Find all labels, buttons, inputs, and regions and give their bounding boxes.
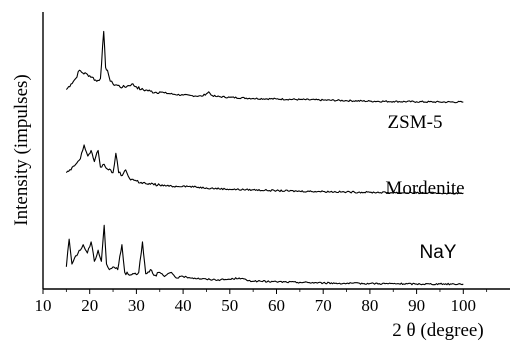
x-tick-label: 100	[451, 296, 477, 315]
x-tick-label: 70	[315, 296, 332, 315]
x-tick-label: 50	[221, 296, 238, 315]
x-tick-label: 30	[128, 296, 145, 315]
x-tick-label: 10	[35, 296, 52, 315]
x-axis-label: 2 θ (degree)	[392, 320, 483, 341]
series-line-nay	[65, 224, 464, 286]
y-axis-label: Intensity (impulses)	[11, 74, 32, 225]
x-tick-label: 80	[361, 296, 378, 315]
series-label-zsm-5: ZSM-5	[388, 112, 443, 133]
x-ticks: 10 20 30 40 50 60 70 80 90 100	[35, 289, 488, 315]
series-line-zsm-5	[65, 30, 464, 104]
x-tick-label: 60	[268, 296, 285, 315]
series-label-mordenite: Mordenite	[385, 178, 464, 199]
series-label-nay: NaY	[420, 242, 457, 263]
series-labels: ZSM-5 Mordenite NaY	[385, 112, 464, 263]
x-tick-label: 40	[175, 296, 192, 315]
series-line-mordenite	[65, 144, 464, 195]
x-tick-label: 20	[81, 296, 98, 315]
series-lines	[65, 30, 464, 286]
x-tick-label: 90	[408, 296, 425, 315]
